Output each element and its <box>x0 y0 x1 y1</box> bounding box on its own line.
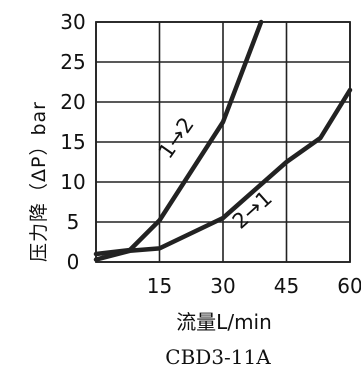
y-tick-label: 30 <box>60 10 85 34</box>
y-tick-label: 15 <box>60 130 85 154</box>
series-line-1-to-2 <box>93 19 264 257</box>
x-tick-label: 60 <box>337 274 361 298</box>
x-axis-label: 流量L/min <box>176 310 272 334</box>
x-tick-label: 45 <box>274 274 299 298</box>
chart-series <box>93 19 353 262</box>
model-caption: CBD3-11A <box>165 345 271 369</box>
y-tick-label: 25 <box>60 50 85 74</box>
y-tick-label: 0 <box>67 250 80 274</box>
y-tick-label: 10 <box>60 170 85 194</box>
series-label-1-to-2: 1→2 <box>154 113 199 163</box>
series-line-2-to-1 <box>93 87 353 262</box>
y-tick-label: 5 <box>67 210 80 234</box>
x-tick-label: 15 <box>147 274 172 298</box>
series-label-2-to-1: 2→1 <box>228 186 277 233</box>
y-tick-label: 20 <box>60 90 85 114</box>
y-axis-label: 压力降（ΔP）bar <box>28 101 50 262</box>
chart-ticks: 0 5 10 15 20 25 30 15 30 45 60 <box>60 10 361 298</box>
plot-frame <box>95 21 351 263</box>
chart-axes <box>95 21 351 263</box>
x-tick-label: 30 <box>210 274 235 298</box>
